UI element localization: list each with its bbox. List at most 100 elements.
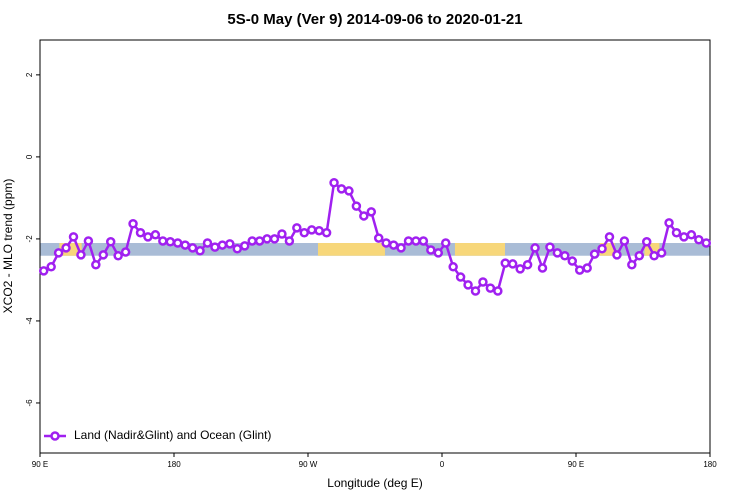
data-point (120, 247, 131, 257)
data-point (396, 243, 406, 253)
data-point (239, 241, 250, 251)
data-point (336, 184, 347, 194)
data-point (292, 223, 302, 233)
x-tick-label: 180 (167, 460, 181, 469)
data-point (634, 250, 645, 261)
data-point (552, 248, 563, 258)
data-point (426, 245, 436, 255)
data-point (470, 286, 481, 296)
data-point (455, 272, 466, 282)
data-point (619, 236, 630, 246)
data-point (612, 250, 622, 260)
data-point (679, 232, 689, 242)
data-point (314, 225, 324, 236)
data-point (68, 232, 79, 242)
data-point (545, 242, 555, 252)
reference-band (317, 243, 385, 256)
reference-band (454, 243, 505, 256)
data-point (381, 238, 391, 248)
data-point (440, 238, 451, 248)
data-point (329, 177, 339, 188)
legend-marker (50, 431, 60, 441)
data-point (522, 260, 533, 270)
data-point (128, 218, 138, 229)
data-point (351, 201, 362, 211)
x-tick-label: 180 (703, 460, 717, 469)
data-point (686, 230, 697, 240)
data-point (560, 250, 570, 261)
data-point (269, 234, 280, 244)
data-point (150, 230, 161, 240)
data-point (98, 250, 109, 260)
data-point (306, 225, 317, 235)
y-tick-label: -6 (25, 399, 34, 407)
data-point (359, 211, 369, 221)
data-point (210, 242, 220, 252)
data-point (582, 263, 592, 273)
data-point (589, 249, 600, 259)
data-point (277, 229, 287, 239)
data-point (143, 232, 153, 242)
y-tick-label: -2 (25, 235, 34, 243)
y-axis-label: XCO2 - MLO trend (ppm) (1, 179, 15, 314)
data-point (113, 250, 123, 261)
legend-label: Land (Nadir&Glint) and Ocean (Glint) (74, 428, 271, 442)
x-tick-label: 90 E (568, 460, 584, 469)
data-point (321, 228, 332, 238)
data-point (195, 246, 205, 256)
chart-title: 5S-0 May (Ver 9) 2014-09-06 to 2020-01-2… (227, 11, 522, 28)
data-point (418, 236, 429, 246)
data-point (91, 260, 101, 270)
data-point (627, 260, 637, 270)
data-point (344, 186, 354, 196)
data-point (38, 266, 49, 276)
data-point (254, 236, 265, 246)
y-tick-label: 0 (25, 154, 34, 159)
data-point (500, 258, 511, 268)
data-point (202, 238, 213, 248)
data-point (448, 262, 458, 272)
data-point (105, 237, 116, 247)
data-point (217, 240, 228, 250)
data-point (515, 264, 525, 274)
data-point (403, 236, 414, 246)
data-point (507, 259, 518, 269)
data-point (180, 240, 190, 250)
data-point (83, 236, 94, 246)
data-point (46, 262, 56, 272)
data-point (299, 228, 310, 238)
data-point (284, 236, 295, 246)
x-axis-label: Longitude (deg E) (327, 476, 422, 490)
plot-frame (39, 39, 711, 454)
data-point (597, 244, 607, 254)
data-point (530, 243, 540, 253)
data-point (232, 244, 243, 254)
data-point (135, 228, 146, 238)
data-point (604, 232, 615, 242)
data-point (61, 243, 71, 253)
data-point (187, 243, 198, 253)
data-point (433, 248, 444, 258)
data-point (247, 236, 257, 246)
data-point (574, 265, 585, 275)
data-point (701, 238, 712, 248)
data-point (664, 218, 674, 228)
data-point (388, 240, 399, 250)
data-point (478, 277, 488, 287)
data-point (165, 237, 176, 247)
data-point (411, 236, 421, 246)
data-point (567, 256, 578, 266)
data-point (485, 283, 496, 293)
data-point (262, 234, 272, 244)
data-point (694, 234, 704, 245)
y-tick-label: -4 (25, 317, 34, 325)
data-point (76, 250, 86, 260)
data-point (373, 233, 384, 243)
data-point (493, 286, 503, 296)
data-point (225, 239, 235, 249)
x-tick-label: 90 E (32, 460, 48, 469)
data-point (53, 248, 64, 258)
data-point (537, 263, 548, 273)
x-tick-label: 90 W (299, 460, 318, 469)
